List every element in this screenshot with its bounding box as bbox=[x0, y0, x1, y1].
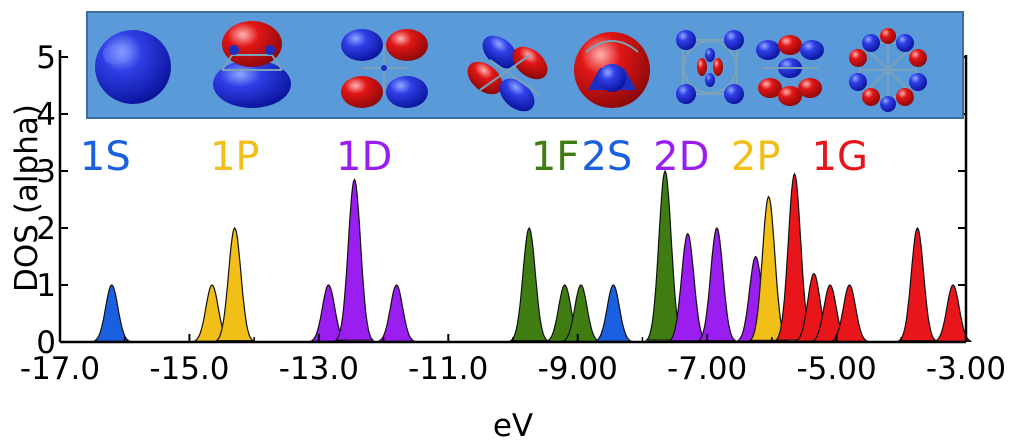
shell-labels: 1S 1P 1D 1F 2S 2D 2P 1G bbox=[80, 134, 868, 180]
y-tick-label: 2 bbox=[36, 211, 56, 247]
peak-1s-1 bbox=[93, 284, 131, 342]
x-axis: -17.0 -15.0 -13.0 -11.0 -9.00 -7.00 -5.00 -3.00 bbox=[20, 334, 1006, 387]
y-ticks: 0 1 2 3 4 5 bbox=[36, 40, 966, 361]
y-axis-title: DOS (alpha) bbox=[9, 104, 45, 292]
x-axis-title: eV bbox=[493, 408, 533, 444]
x-ticks: -17.0 -15.0 -13.0 -11.0 -9.00 -7.00 -5.00 -3.00 bbox=[20, 334, 1006, 387]
y-tick-label: 5 bbox=[36, 40, 56, 76]
x-tick-label: -9.00 bbox=[538, 351, 618, 387]
peak-1f-1 bbox=[508, 226, 550, 342]
y-tick-label: 0 bbox=[36, 325, 56, 361]
dos-peaks bbox=[93, 169, 972, 342]
orbital-2s-image bbox=[676, 30, 744, 104]
peak-1f-3 bbox=[562, 284, 600, 342]
shell-label-1f: 1F bbox=[531, 134, 579, 180]
peak-1d-3 bbox=[377, 284, 416, 342]
x-tick-label: -5.00 bbox=[796, 351, 876, 387]
orbital-2d-image bbox=[756, 35, 824, 106]
peak-2s-1 bbox=[594, 284, 633, 342]
x-tick-label: -3.00 bbox=[926, 351, 1006, 387]
shell-label-1g: 1G bbox=[812, 134, 868, 180]
x-tick-label: -17.0 bbox=[20, 351, 100, 387]
x-tick-label: -7.00 bbox=[667, 351, 747, 387]
shell-label-1d: 1D bbox=[336, 134, 392, 180]
orbital-1s-image bbox=[95, 30, 171, 104]
orbital-1d-b-image bbox=[467, 35, 548, 112]
plot-area: -17.0 -15.0 -13.0 -11.0 -9.00 -7.00 -5.00 -3.00… bbox=[20, 40, 1006, 387]
peak-1g-4 bbox=[830, 284, 869, 342]
y-axis: 0 1 2 3 4 5 bbox=[36, 40, 968, 361]
shell-label-1p: 1P bbox=[210, 134, 260, 180]
y-tick-label: 1 bbox=[36, 268, 56, 304]
x-tick-label: -13.0 bbox=[279, 351, 359, 387]
orbital-1d-a-image bbox=[341, 29, 428, 108]
y-tick-label: 3 bbox=[36, 154, 56, 190]
x-tick-label: -11.0 bbox=[408, 351, 488, 387]
peak-1g-5 bbox=[897, 226, 938, 342]
peak-1p-2 bbox=[214, 226, 256, 342]
y-tick-label: 4 bbox=[36, 97, 56, 133]
peak-1d-2 bbox=[334, 178, 375, 341]
orbital-1g-image bbox=[849, 28, 927, 112]
shell-label-2s: 2S bbox=[581, 134, 632, 180]
shell-label-2d: 2D bbox=[653, 134, 709, 180]
shell-label-2p: 2P bbox=[731, 134, 781, 180]
peak-2d-2 bbox=[696, 226, 738, 342]
orbital-inset bbox=[86, 11, 964, 119]
shell-label-1s: 1S bbox=[80, 134, 131, 180]
x-tick-label: -15.0 bbox=[149, 351, 229, 387]
orbital-1p-image bbox=[213, 21, 291, 108]
peak-2d-1 bbox=[667, 232, 709, 342]
orbital-1f-image bbox=[574, 32, 650, 108]
